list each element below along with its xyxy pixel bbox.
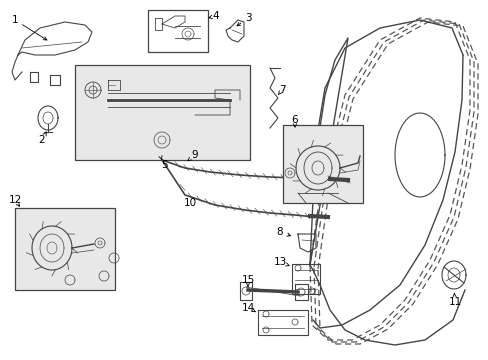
Text: 1: 1 [12,15,18,25]
Text: 4: 4 [212,11,219,21]
Bar [75,65,249,160]
Text: 9: 9 [191,150,198,160]
Text: 3: 3 [244,13,251,23]
Text: 15: 15 [241,275,254,285]
Text: 8: 8 [276,227,283,237]
Text: 12: 12 [8,195,21,205]
Text: 5: 5 [161,160,167,170]
Text: 14: 14 [241,303,254,313]
Text: 2: 2 [39,135,45,145]
Bar [283,125,362,203]
Bar [15,208,115,290]
Text: 11: 11 [447,297,461,307]
Bar [148,10,207,52]
Text: 7: 7 [278,85,285,95]
Text: 13: 13 [273,257,286,267]
Text: 10: 10 [183,198,196,208]
Text: 6: 6 [291,115,298,125]
